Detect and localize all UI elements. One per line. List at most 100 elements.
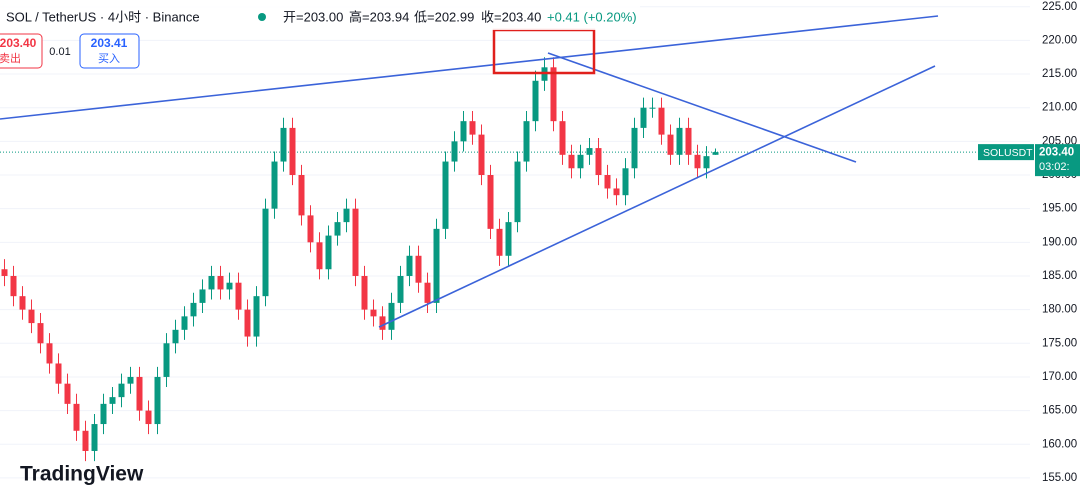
trend-line [378,65,936,328]
candle-body [298,175,305,216]
y-tick-label: 180.00 [1042,304,1077,316]
header-bg [0,0,640,30]
candle-body [55,363,62,384]
candle-body [226,282,233,290]
candle-body [577,154,584,169]
watermark: TradingView [20,463,144,486]
y-tick-label: 210.00 [1042,102,1077,114]
candle-body [235,282,242,310]
candle-body [316,242,323,270]
candle-body [388,302,395,330]
candle-body [613,188,620,196]
candle-body [487,175,494,229]
candle-body [640,107,647,128]
candle-body [676,127,683,155]
candle-body [568,154,575,169]
price-tag: 203.40 [1039,147,1074,159]
candle-body [667,134,674,155]
axis-bg [1030,0,1080,488]
y-tick-label: 190.00 [1042,236,1077,248]
candle-body [64,383,71,404]
candle-body [415,255,422,283]
candle-body [145,410,152,425]
candle-body [325,235,332,270]
ohlc-high: 高=203.94 [349,9,409,24]
y-tick-label: 215.00 [1042,68,1077,80]
trend-line [547,52,857,163]
candle-body [307,215,314,243]
buy-label: 买入 [98,52,120,65]
candle-body [271,161,278,209]
candle-body [649,107,656,109]
candle-body [262,208,269,297]
y-tick-label: 220.00 [1042,34,1077,46]
candle-body [172,329,179,344]
candle-body [190,302,197,317]
candle-body [163,343,170,377]
symbol-tag-bg [978,144,1034,161]
candle-body [10,275,17,297]
y-tick-label: 195.00 [1042,203,1077,215]
candle-body [370,309,377,317]
spread: 0.01 [49,46,70,58]
symbol-tag: SOLUSDT [983,147,1033,159]
candle-body [289,127,296,176]
candle-body [550,67,557,122]
price-tag-bg [1035,144,1080,177]
candle-body [334,222,341,236]
candle-body [460,121,467,142]
sell-button[interactable] [0,33,43,69]
price-axis: 155.00 160.00 165.00 170.00 175.00 180.00 185.… [978,0,1080,488]
candle-body [46,343,53,364]
candle-body [712,152,719,155]
candle-body [28,309,35,324]
ohlc-open: 开=203.00 [283,9,343,24]
candle-body [244,309,251,337]
candle-body [505,222,512,256]
y-tick-label: 225.00 [1042,1,1077,13]
candle-body [532,80,539,122]
candle-body [118,383,125,398]
candle-body [154,376,161,425]
y-tick-label: 175.00 [1042,337,1077,349]
candle-body [82,430,89,451]
candle-body [1,269,8,276]
candle-body [343,208,350,223]
y-tick-label: 155.00 [1042,472,1077,484]
y-tick-label: 165.00 [1042,405,1077,417]
candle-body [523,121,530,162]
candle-body [37,323,44,344]
candle-body [397,275,404,303]
candle-body [469,121,476,135]
ohlc-low: 低=202.99 [414,9,474,24]
trend-line [0,15,939,120]
candle-body [604,175,611,189]
status-dot [258,13,266,21]
candle-body [631,127,638,169]
candle-body [703,156,710,169]
candle-body [514,161,521,223]
candle-body [127,376,134,384]
candle-body [100,403,107,425]
candle-body [361,275,368,310]
candle-body [622,168,629,196]
candle-body [406,255,413,276]
ohlc-close: 收=203.40 [481,9,541,24]
y-tick-label: 160.00 [1042,438,1077,450]
candle-body [595,148,602,176]
sell-price: 203.40 [0,36,37,50]
sell-label: 卖出 [0,51,21,65]
buy-button[interactable] [79,33,140,69]
candle-body [442,161,449,229]
candle-body [253,296,260,337]
candle-body [433,228,440,303]
symbol-title: SOL / TetherUS · 4小时 · Binance [6,9,200,24]
candle-body [694,154,701,169]
candle-body [478,134,485,176]
countdown: 03:02: [1039,161,1070,173]
candle-body [586,148,593,155]
candle-body [658,107,665,135]
ohlc-change: +0.41 (+0.20%) [547,9,637,24]
